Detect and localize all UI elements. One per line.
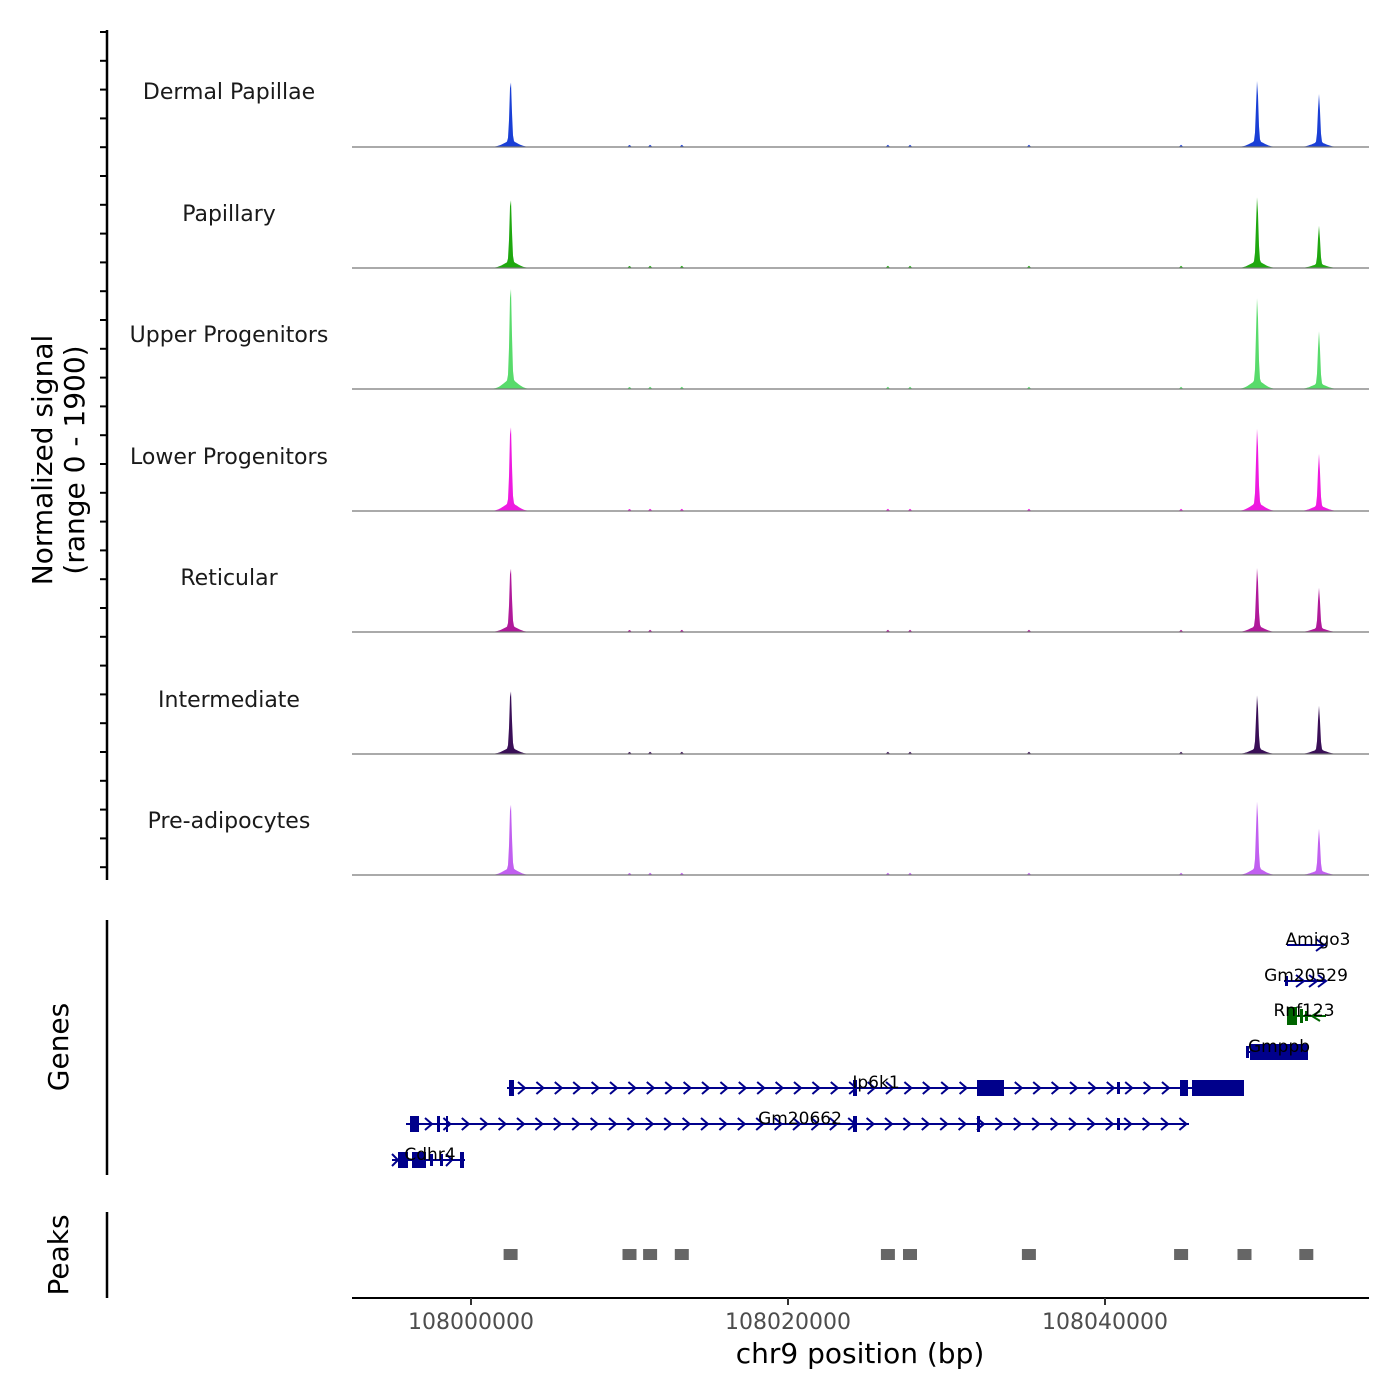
signal-y-ticks bbox=[100, 31, 107, 869]
peak-region-9 bbox=[1299, 1249, 1314, 1260]
gene-Gmppb: Gmppb bbox=[1246, 1037, 1310, 1060]
gene-gmppb-exon-start bbox=[1246, 1046, 1249, 1058]
gene-label-ip6k1: Ip6k1 bbox=[852, 1073, 899, 1093]
gene-Gm20662: Gm20662 bbox=[406, 1109, 1189, 1132]
track-label-papillary: Papillary bbox=[182, 202, 276, 227]
gene-gm20529-exon bbox=[1285, 976, 1288, 986]
x-tick-label-108040000: 108040000 bbox=[1042, 1310, 1168, 1335]
gene-gm20662-arrow-icon bbox=[424, 1117, 1188, 1131]
y-axis-title-line1: Normalized signal bbox=[26, 335, 59, 586]
genes-panel-title: Genes bbox=[42, 1003, 75, 1091]
gene-gm20662-exon-3 bbox=[446, 1116, 448, 1132]
x-axis-title: chr9 position (bp) bbox=[736, 1337, 985, 1370]
coverage-area-reticular bbox=[352, 568, 1369, 632]
gene-Cdhr4: Cdhr4 bbox=[391, 1145, 465, 1168]
gene-rnf123-exon-2 bbox=[1300, 1009, 1303, 1023]
gene-rnf123-arrow-icon bbox=[1310, 1010, 1321, 1022]
coverage-area-lower-progenitors bbox=[352, 427, 1369, 511]
gene-Ip6k1: Ip6k1 bbox=[507, 1073, 1244, 1096]
peak-region-4 bbox=[880, 1249, 895, 1260]
gene-cdhr4-exon-3 bbox=[430, 1154, 433, 1166]
gene-label-rnf123: Rnf123 bbox=[1273, 1001, 1334, 1021]
gene-cdhr4-exon-1 bbox=[398, 1152, 408, 1168]
coverage-area-intermediate bbox=[352, 691, 1369, 754]
peak-region-5 bbox=[903, 1249, 917, 1260]
gene-label-gm20529: Gm20529 bbox=[1264, 966, 1348, 986]
gene-label-gmppb: Gmppb bbox=[1248, 1037, 1310, 1057]
peak-region-1 bbox=[622, 1249, 637, 1260]
peak-region-7 bbox=[1174, 1249, 1189, 1260]
gene-cdhr4-arrow-icon bbox=[391, 1153, 454, 1167]
gene-cdhr4-exon-4 bbox=[440, 1154, 443, 1166]
coverage-area-papillary bbox=[352, 197, 1369, 268]
peak-region-6 bbox=[1021, 1249, 1036, 1260]
x-tick-label-108020000: 108020000 bbox=[725, 1310, 851, 1335]
gene-gm20662-exon-2 bbox=[437, 1116, 440, 1132]
gene-Amigo3: Amigo3 bbox=[1286, 930, 1351, 952]
gene-ip6k1-exon-3 bbox=[977, 1080, 1004, 1096]
gene-amigo3-arrow-icon bbox=[1315, 938, 1326, 952]
gene-ip6k1-exon-6 bbox=[1192, 1080, 1244, 1096]
track-label-reticular: Reticular bbox=[180, 566, 278, 591]
track-label-dermal-papillae: Dermal Papillae bbox=[143, 80, 315, 105]
peak-region-8 bbox=[1237, 1249, 1252, 1260]
track-label-lower-progenitors: Lower Progenitors bbox=[130, 445, 328, 470]
track-label-upper-progenitors: Upper Progenitors bbox=[130, 323, 329, 348]
peaks-panel-title: Peaks bbox=[42, 1214, 75, 1295]
gene-ip6k1-exon-5 bbox=[1180, 1080, 1188, 1096]
x-tick-label-108000000: 108000000 bbox=[408, 1310, 534, 1335]
gene-gmppb-exons bbox=[1250, 1044, 1308, 1060]
gene-Rnf123: Rnf123 bbox=[1273, 1001, 1335, 1025]
peak-region-0 bbox=[503, 1249, 518, 1260]
coverage-area-dermal-papillae bbox=[352, 81, 1369, 147]
track-label-pre-adipocytes: Pre-adipocytes bbox=[148, 809, 311, 834]
peak-region-2 bbox=[643, 1249, 658, 1260]
coverage-area-pre-adipocytes bbox=[352, 801, 1369, 875]
gene-ip6k1-exon-4 bbox=[1117, 1082, 1120, 1094]
gene-gm20662-exon-5 bbox=[977, 1116, 980, 1132]
gene-cdhr4-exon-5 bbox=[460, 1152, 464, 1168]
peak-regions bbox=[503, 1249, 1314, 1260]
gene-label-gm20662: Gm20662 bbox=[758, 1109, 842, 1129]
gene-ip6k1-exon-1 bbox=[509, 1080, 514, 1096]
gene-Gm20529: Gm20529 bbox=[1264, 966, 1348, 988]
coverage-area-upper-progenitors bbox=[352, 289, 1369, 389]
gene-label-cdhr4: Cdhr4 bbox=[404, 1145, 455, 1165]
coverage-tracks bbox=[352, 81, 1369, 876]
y-axis-title-line2: (range 0 - 1900) bbox=[58, 345, 91, 574]
gene-gm20662-exon-6 bbox=[1117, 1118, 1120, 1130]
gene-gm20662-exon-1 bbox=[410, 1116, 419, 1132]
gene-rnf123-exon-1 bbox=[1287, 1007, 1297, 1025]
gene-gm20529-arrow-icon bbox=[1295, 974, 1328, 988]
track-label-intermediate: Intermediate bbox=[158, 688, 300, 713]
gene-label-amigo3: Amigo3 bbox=[1286, 930, 1351, 950]
gene-ip6k1-arrow-icon bbox=[517, 1081, 1171, 1095]
gene-rnf123-exon-3 bbox=[1305, 1011, 1308, 1021]
peak-region-3 bbox=[674, 1249, 689, 1260]
gene-cdhr4-exon-2 bbox=[412, 1152, 426, 1168]
x-axis-ticks bbox=[470, 1298, 1106, 1305]
